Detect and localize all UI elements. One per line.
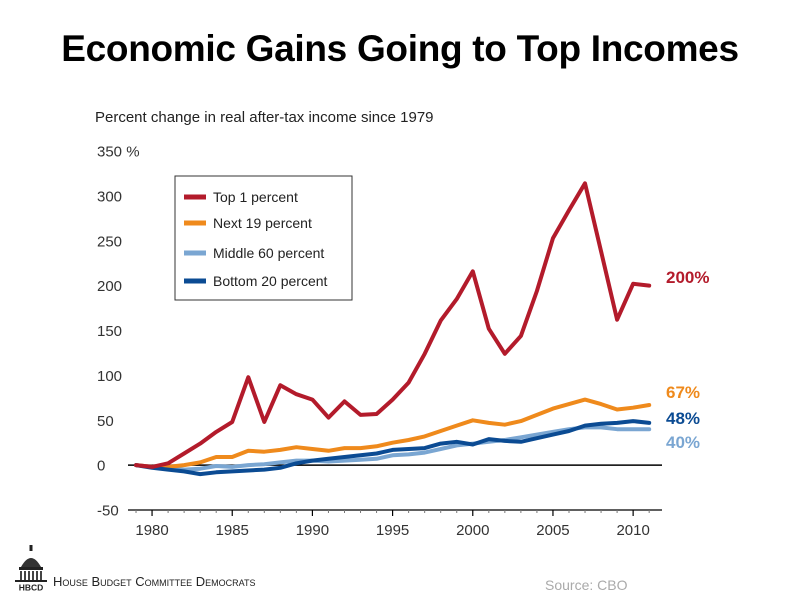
legend-label: Next 19 percent [213,215,312,231]
y-tick-label: 50 [97,413,114,430]
series-line-middle60 [134,425,652,472]
y-tick-label: 300 [97,188,122,205]
y-axis: -50 0 50 100 150 200 250 300 350 % [97,144,140,520]
x-tick-label: 2010 [616,522,649,539]
series-line-next19 [134,397,652,469]
y-tick-label: 350 % [97,144,140,161]
chart-subtitle: Percent change in real after-tax income … [95,109,434,126]
series-line-top1 [134,181,652,469]
y-tick-label: 150 [97,323,122,340]
x-tick-label: 1985 [216,522,249,539]
x-tick-label: 1980 [135,522,168,539]
source-note: Source: CBO [545,577,628,593]
end-label-top1: 200% [666,268,709,287]
slide-title: Economic Gains Going to Top Incomes [61,28,739,69]
x-tick-label: 2005 [536,522,569,539]
legend-label: Top 1 percent [213,189,298,205]
end-label-next19: 67% [666,383,700,402]
x-tick-label: 1995 [376,522,409,539]
y-tick-label: 0 [97,458,105,475]
x-tick-label: 2000 [456,522,489,539]
x-axis: 1980 1985 1990 1995 2000 2005 2010 [128,509,662,539]
legend-label: Bottom 20 percent [213,273,328,289]
x-tick-label: 1990 [296,522,329,539]
y-tick-label: 250 [97,233,122,250]
end-label-middle60: 40% [666,433,700,452]
legend-label: Middle 60 percent [213,245,324,261]
footer-org-name: House Budget Committee Democrats [53,574,256,589]
y-tick-label: 200 [97,278,122,295]
end-labels: 200% 67% 40% 48% [666,268,709,452]
y-tick-label: 100 [97,368,122,385]
end-label-bottom20: 48% [666,409,700,428]
y-tick-label: -50 [97,503,119,520]
capitol-logo: HBCD [12,545,50,598]
logo-text: HBCD [19,583,44,593]
legend: Top 1 percent Next 19 percent Middle 60 pe… [174,175,353,301]
series-line-bottom20 [134,419,652,477]
series-lines [134,181,652,477]
